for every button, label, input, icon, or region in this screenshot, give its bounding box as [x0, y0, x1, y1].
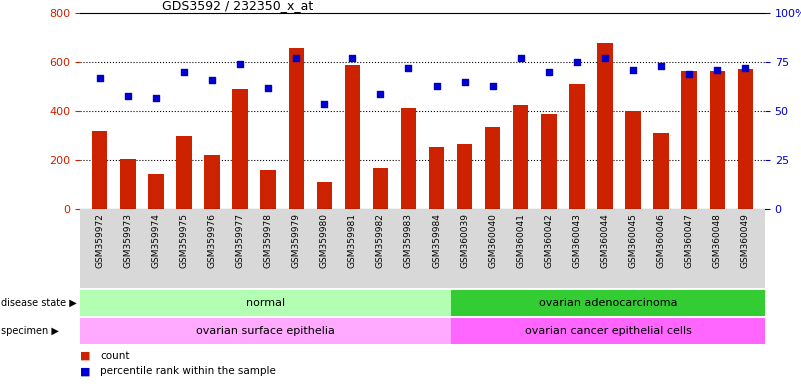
Text: normal: normal: [246, 298, 285, 308]
Point: [682, 71, 695, 77]
Point: [234, 61, 247, 68]
Text: GSM359978: GSM359978: [264, 213, 272, 268]
Point: [570, 59, 583, 65]
Text: GSM359973: GSM359973: [123, 213, 132, 268]
Point: [514, 55, 527, 61]
Text: GSM360042: GSM360042: [545, 213, 553, 268]
Bar: [176, 136, 191, 209]
Text: ■: ■: [80, 366, 91, 376]
Point: [318, 101, 331, 107]
Point: [206, 77, 219, 83]
Text: ovarian surface epithelia: ovarian surface epithelia: [196, 326, 335, 336]
Bar: [682, 71, 697, 209]
Point: [626, 67, 639, 73]
Text: GSM359984: GSM359984: [432, 213, 441, 268]
Text: GSM359975: GSM359975: [179, 213, 188, 268]
Text: ovarian cancer epithelial cells: ovarian cancer epithelial cells: [525, 326, 691, 336]
Bar: [626, 111, 641, 209]
Point: [94, 75, 107, 81]
Text: GSM360044: GSM360044: [601, 213, 610, 268]
Bar: [710, 71, 725, 209]
Bar: [598, 43, 613, 209]
Text: GSM360046: GSM360046: [657, 213, 666, 268]
Bar: [457, 144, 473, 209]
Bar: [485, 127, 501, 209]
Point: [290, 55, 303, 61]
Bar: [570, 84, 585, 209]
Point: [122, 93, 135, 99]
Point: [458, 79, 471, 85]
Point: [262, 85, 275, 91]
Bar: [429, 147, 445, 209]
Text: GSM360039: GSM360039: [460, 213, 469, 268]
Text: GDS3592 / 232350_x_at: GDS3592 / 232350_x_at: [163, 0, 313, 12]
Point: [374, 91, 387, 97]
Text: GSM360047: GSM360047: [685, 213, 694, 268]
Point: [430, 83, 443, 89]
Text: GSM359976: GSM359976: [207, 213, 216, 268]
Bar: [400, 108, 417, 209]
Bar: [513, 105, 529, 209]
Bar: [541, 114, 557, 209]
Point: [598, 55, 611, 61]
Text: GSM359979: GSM359979: [292, 213, 300, 268]
Text: disease state ▶: disease state ▶: [1, 298, 77, 308]
Bar: [316, 182, 332, 209]
Text: GSM359982: GSM359982: [376, 213, 385, 268]
Text: GSM359974: GSM359974: [151, 213, 160, 268]
Text: GSM359972: GSM359972: [95, 213, 104, 268]
Bar: [232, 89, 248, 209]
Bar: [372, 168, 388, 209]
Text: count: count: [100, 351, 130, 361]
Text: GSM359981: GSM359981: [348, 213, 357, 268]
Text: specimen ▶: specimen ▶: [1, 326, 58, 336]
Text: GSM360043: GSM360043: [573, 213, 582, 268]
Bar: [204, 156, 219, 209]
Point: [402, 65, 415, 71]
Text: GSM360045: GSM360045: [629, 213, 638, 268]
Bar: [92, 131, 107, 209]
Point: [542, 69, 555, 75]
Point: [654, 63, 667, 70]
Text: GSM360040: GSM360040: [488, 213, 497, 268]
Bar: [738, 68, 753, 209]
Text: ovarian adenocarcinoma: ovarian adenocarcinoma: [539, 298, 678, 308]
Point: [486, 83, 499, 89]
Point: [346, 55, 359, 61]
Text: GSM359977: GSM359977: [235, 213, 244, 268]
Point: [739, 65, 751, 71]
Point: [150, 94, 163, 101]
Bar: [148, 174, 163, 209]
Bar: [344, 65, 360, 209]
Bar: [120, 159, 135, 209]
Text: GSM359980: GSM359980: [320, 213, 328, 268]
Text: GSM360048: GSM360048: [713, 213, 722, 268]
Text: GSM359983: GSM359983: [404, 213, 413, 268]
Bar: [288, 48, 304, 209]
Text: percentile rank within the sample: percentile rank within the sample: [100, 366, 276, 376]
Bar: [260, 170, 276, 209]
Point: [178, 69, 191, 75]
Point: [710, 67, 723, 73]
Text: ■: ■: [80, 351, 91, 361]
Text: GSM360041: GSM360041: [517, 213, 525, 268]
Bar: [654, 133, 669, 209]
Text: GSM360049: GSM360049: [741, 213, 750, 268]
